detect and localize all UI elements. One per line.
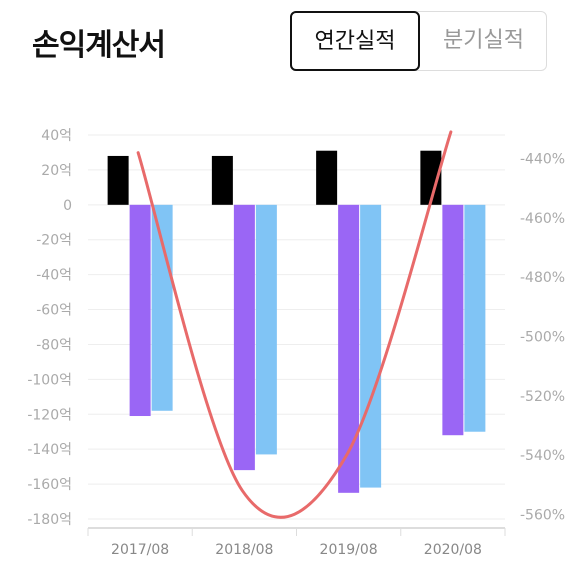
y-tick-left: -40억: [36, 268, 72, 284]
bar-series-3: [151, 204, 173, 411]
y-tick-left: -140억: [27, 442, 72, 458]
x-axis: 2017/08 2018/08 2019/08 2020/08: [87, 527, 506, 558]
y-tick-right: -500%: [520, 330, 565, 346]
y-tick-left: -120억: [27, 407, 72, 423]
y-tick-right: -540%: [520, 448, 565, 464]
y-tick-left: 20억: [41, 163, 72, 179]
bar-series-2: [338, 204, 360, 493]
y-tick-right: -440%: [520, 152, 565, 168]
period-toggle: 연간실적 분기실적: [290, 11, 547, 71]
y-tick-left: 40억: [41, 128, 72, 144]
y-tick-right: -560%: [520, 507, 565, 523]
y-tick-left: 0: [63, 198, 72, 214]
page-title: 손익계산서: [32, 28, 166, 63]
x-tick-label: 2017/08: [111, 542, 169, 558]
y-tick-left: -80억: [36, 337, 72, 353]
y-tick-left: -180억: [27, 512, 72, 528]
bars: [107, 150, 486, 493]
x-tick-label: 2019/08: [320, 542, 378, 558]
y-tick-left: -160억: [27, 477, 72, 493]
y-tick-left: -20억: [36, 233, 72, 249]
y-axis-right: -440% -460% -480% -500% -520% -540% -560%: [520, 152, 565, 524]
bar-series-2: [129, 204, 151, 417]
y-axis-left: 40억 20억 0 -20억 -40억 -60억 -80억 -100억 -120억 -140억 -1…: [27, 128, 72, 528]
line-series-path: [136, 130, 453, 519]
bar-series-2: [233, 204, 255, 471]
tab-quarterly[interactable]: 분기실적: [443, 28, 524, 53]
x-tick-label: 2020/08: [424, 542, 482, 558]
y-tick-right: -480%: [520, 270, 565, 286]
bar-series-3: [255, 204, 277, 455]
income-chart: 40억 20억 0 -20억 -40억 -60억 -80억 -100억 -120억 -140억 -1…: [27, 128, 565, 558]
y-tick-left: -100억: [27, 372, 72, 388]
bar-series-3: [360, 204, 382, 488]
bar-series-2: [442, 204, 464, 436]
bar-series-1: [211, 155, 233, 205]
y-tick-right: -520%: [520, 389, 565, 405]
x-tick-label: 2018/08: [215, 542, 273, 558]
bar-series-1: [420, 150, 442, 205]
tab-annual[interactable]: 연간실적: [290, 11, 420, 71]
line-series: [136, 130, 453, 519]
bar-series-3: [464, 204, 486, 432]
y-tick-right: -460%: [520, 211, 565, 227]
bar-series-1: [316, 150, 338, 205]
bar-series-1: [107, 155, 129, 205]
y-tick-left: -60억: [36, 303, 72, 319]
